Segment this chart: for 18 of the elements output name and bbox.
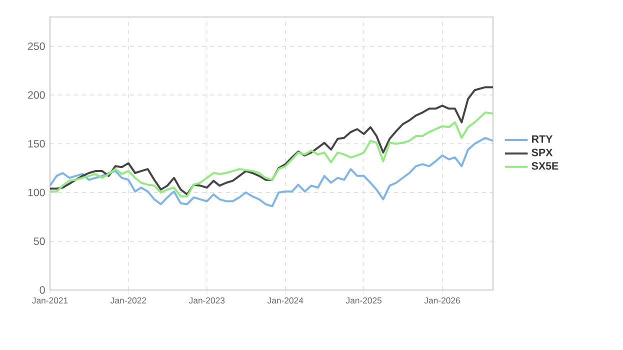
- legend-label: SX5E: [532, 162, 558, 170]
- x-tick-label: Jan-2026: [424, 297, 460, 304]
- y-tick-label: 250: [28, 42, 45, 50]
- line-series: [50, 112, 494, 198]
- x-tick-label: Jan-2023: [188, 297, 225, 304]
- y-tick-label: 0: [40, 286, 45, 294]
- legend-label: SPX: [532, 148, 553, 156]
- y-tick-label: 100: [28, 188, 45, 196]
- y-tick-label: 200: [28, 91, 45, 99]
- x-tick-label: Jan-2024: [267, 297, 304, 304]
- x-tick-label: Jan-2022: [110, 297, 146, 304]
- y-tick-label: 150: [28, 140, 45, 148]
- line-series: [50, 86, 494, 196]
- line-series: [50, 136, 494, 208]
- legend-label: RTY: [532, 135, 553, 143]
- y-tick-label: 50: [34, 237, 45, 246]
- x-tick-label: Jan-2021: [32, 297, 68, 304]
- x-tick-label: Jan-2025: [346, 297, 382, 304]
